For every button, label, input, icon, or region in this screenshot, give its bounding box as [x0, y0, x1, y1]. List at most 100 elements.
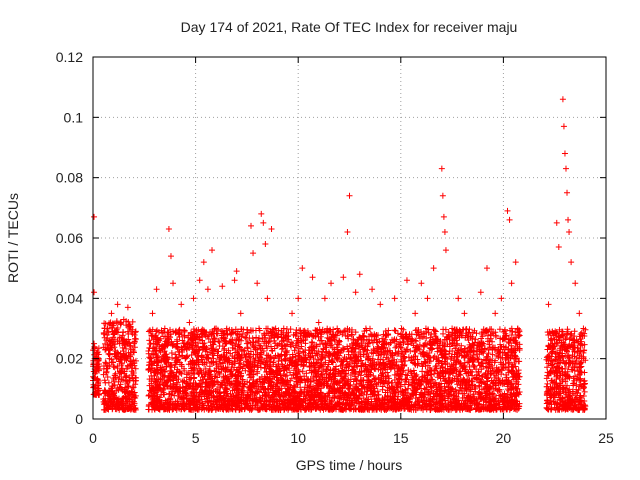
- data-point: [482, 386, 489, 393]
- data-point: [221, 345, 228, 352]
- data-point: [164, 383, 171, 390]
- data-point: [403, 334, 410, 341]
- data-point: [335, 368, 342, 375]
- data-point: [483, 390, 490, 397]
- data-point: [323, 328, 330, 335]
- data-point: [436, 372, 443, 379]
- data-point: [306, 363, 313, 370]
- data-point: [453, 372, 460, 379]
- data-point: [442, 404, 449, 411]
- data-point: [325, 390, 332, 397]
- data-point: [263, 368, 270, 375]
- data-point: [159, 402, 166, 409]
- data-point: [333, 355, 340, 362]
- data-point: [505, 338, 512, 345]
- data-point: [336, 406, 343, 413]
- data-point: [347, 381, 354, 388]
- data-point: [380, 373, 387, 380]
- data-point: [132, 335, 139, 342]
- data-point: [231, 387, 238, 394]
- data-point: [132, 328, 139, 335]
- data-point: [194, 353, 201, 360]
- data-point: [288, 404, 295, 411]
- data-point: [212, 373, 219, 380]
- data-point: [186, 374, 193, 381]
- data-point: [411, 404, 418, 411]
- data-point: [245, 358, 252, 365]
- data-point: [163, 360, 170, 367]
- data-point: [427, 406, 434, 413]
- data-point: [395, 350, 402, 357]
- data-point: [263, 330, 270, 337]
- data-point: [483, 394, 490, 401]
- data-point: [447, 369, 454, 376]
- data-point: [250, 351, 257, 358]
- data-point: [461, 376, 468, 383]
- data-point: [472, 398, 479, 405]
- data-point: [252, 346, 259, 353]
- data-point: [353, 340, 360, 347]
- data-point: [500, 396, 507, 403]
- data-point: [177, 369, 184, 376]
- data-point: [440, 373, 447, 380]
- data-point: [223, 366, 230, 373]
- data-point: [239, 376, 246, 383]
- data-point: [106, 391, 113, 398]
- data-point: [320, 361, 327, 368]
- data-point: [313, 350, 320, 357]
- data-point: [321, 392, 328, 399]
- data-point: [231, 358, 238, 365]
- data-point: [157, 349, 164, 356]
- data-point: [296, 345, 303, 352]
- data-point: [206, 390, 213, 397]
- data-point: [295, 356, 302, 363]
- data-point: [100, 365, 107, 372]
- data-point: [127, 357, 134, 364]
- data-point: [510, 337, 517, 344]
- data-point: [422, 359, 429, 366]
- data-point: [203, 405, 210, 412]
- data-point: [94, 348, 101, 355]
- data-point: [449, 347, 456, 354]
- data-point: [407, 347, 414, 354]
- data-point: [378, 363, 385, 370]
- data-point: [457, 328, 464, 335]
- data-point: [201, 331, 208, 338]
- data-point: [213, 358, 220, 365]
- data-point: [176, 405, 183, 412]
- data-point: [123, 365, 130, 372]
- data-point: [282, 373, 289, 380]
- data-point: [489, 390, 496, 397]
- data-point: [130, 384, 137, 391]
- data-point: [290, 388, 297, 395]
- data-point: [114, 363, 121, 370]
- data-point: [391, 336, 398, 343]
- data-point: [222, 382, 229, 389]
- data-point: [118, 401, 125, 408]
- data-point: [413, 338, 420, 345]
- data-point: [254, 378, 261, 385]
- data-point: [315, 364, 322, 371]
- data-point: [364, 400, 371, 407]
- data-point: [336, 338, 343, 345]
- data-point: [130, 391, 137, 398]
- data-point: [445, 386, 452, 393]
- data-point: [377, 356, 384, 363]
- data-point: [287, 377, 294, 384]
- data-point: [404, 341, 411, 348]
- data-point: [243, 330, 250, 337]
- data-point: [335, 380, 342, 387]
- data-point: [420, 349, 427, 356]
- data-point: [505, 360, 512, 367]
- data-point: [409, 374, 416, 381]
- data-point: [150, 351, 157, 358]
- data-point: [216, 389, 223, 396]
- data-point: [361, 401, 368, 408]
- data-point: [123, 345, 130, 352]
- data-point: [389, 336, 396, 343]
- data-point: [311, 368, 318, 375]
- data-point: [403, 346, 410, 353]
- data-point: [197, 367, 204, 374]
- data-point: [324, 334, 331, 341]
- data-point: [307, 383, 314, 390]
